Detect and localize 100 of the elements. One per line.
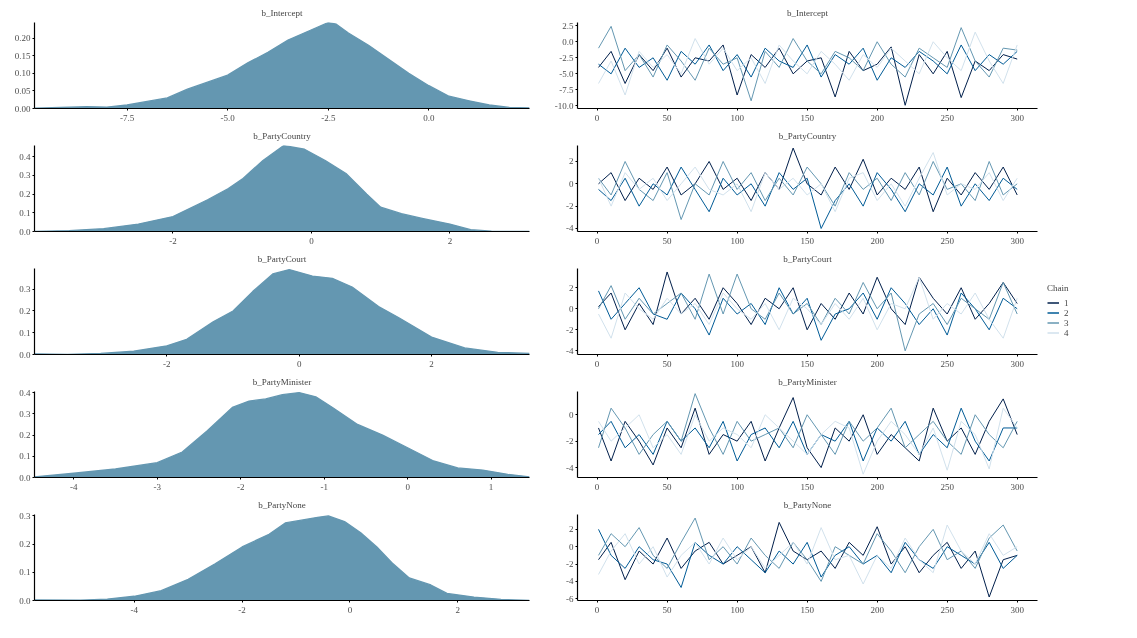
x-tick-label: 250: [940, 235, 955, 246]
x-tick-label: 250: [940, 358, 955, 369]
x-tick-label: 50: [662, 481, 673, 492]
x-tick-label: -7.5: [119, 112, 135, 123]
chart-title: b_PartyCountry: [778, 130, 837, 141]
y-tick-label: 0.1: [19, 207, 31, 218]
x-tick-label: 100: [730, 481, 745, 492]
y-tick-label: 0.1: [19, 327, 31, 338]
x-tick-label: 300: [1010, 358, 1025, 369]
y-tick-label: -2: [566, 324, 574, 335]
y-tick-label: -4: [566, 462, 574, 473]
y-tick-label: -2.5: [559, 52, 574, 63]
chart-title: b_PartyMinister: [252, 376, 312, 387]
y-tick-label: 0.20: [14, 33, 31, 44]
chart-title: b_PartyNone: [258, 499, 306, 510]
y-tick-label: 0.1: [19, 451, 31, 462]
y-tick-label: 0.2: [19, 305, 31, 316]
y-tick-label: -10.0: [554, 100, 574, 111]
x-tick-label: 0: [594, 481, 600, 492]
legend-label: 3: [1064, 317, 1070, 327]
y-tick-label: 0: [569, 303, 574, 314]
x-tick-label: 250: [940, 112, 955, 123]
chart-title: b_Intercept: [787, 7, 829, 18]
y-tick-label: 2: [569, 282, 574, 293]
x-tick-label: 1: [488, 481, 494, 492]
chart-title: b_Intercept: [261, 7, 303, 18]
x-tick-label: -3: [153, 481, 162, 492]
x-tick-label: 0.0: [423, 112, 436, 123]
chart-title: b_PartyCountry: [253, 130, 312, 141]
y-tick-label: 2.5: [562, 20, 574, 31]
x-tick-label: -2: [169, 235, 177, 246]
y-tick-label: 0.1: [19, 567, 31, 578]
x-tick-label: -4: [130, 604, 139, 615]
x-tick-label: 50: [662, 235, 673, 246]
x-tick-label: 0: [296, 358, 302, 369]
y-tick-label: 0.10: [14, 68, 31, 79]
x-tick-label: 100: [730, 604, 745, 615]
x-tick-label: 2: [429, 358, 434, 369]
legend-label: 1: [1064, 297, 1070, 307]
y-tick-label: 0.15: [14, 50, 31, 61]
y-tick-label: 0.3: [19, 170, 31, 181]
y-tick-label: 0.2: [19, 189, 31, 200]
x-tick-label: 2: [455, 604, 461, 615]
x-tick-label: 300: [1010, 481, 1025, 492]
x-tick-label: 50: [662, 358, 673, 369]
y-tick-label: -2: [566, 201, 574, 212]
y-tick-label: 0.0: [562, 36, 574, 47]
x-tick-label: -4: [69, 481, 78, 492]
x-tick-label: 150: [800, 112, 815, 123]
y-tick-label: 2: [569, 524, 574, 535]
x-tick-label: 300: [1010, 604, 1025, 615]
x-tick-label: 0: [405, 481, 411, 492]
x-tick-label: -5.0: [220, 112, 236, 123]
y-tick-label: 0.4: [19, 387, 31, 398]
x-tick-label: 50: [662, 112, 673, 123]
x-tick-label: 100: [730, 235, 745, 246]
x-tick-label: 2: [447, 235, 453, 246]
y-tick-label: -4: [566, 345, 574, 356]
x-tick-label: 50: [662, 604, 673, 615]
x-tick-label: -2: [238, 604, 246, 615]
x-tick-label: 100: [730, 358, 745, 369]
y-tick-label: -6: [566, 593, 574, 604]
x-tick-label: -2: [163, 358, 171, 369]
x-tick-label: 200: [870, 604, 885, 615]
y-tick-label: 0.3: [19, 408, 31, 419]
legend-label: 4: [1064, 327, 1070, 337]
legend-title: Chain: [1047, 282, 1070, 292]
y-tick-label: -2: [566, 436, 574, 447]
chart-title: b_PartyMinister: [778, 376, 837, 387]
x-tick-label: 0: [309, 235, 315, 246]
y-tick-label: 0.0: [19, 349, 31, 360]
y-tick-label: -4: [566, 576, 574, 587]
y-tick-label: 0: [569, 541, 574, 552]
x-tick-label: 200: [870, 112, 885, 123]
x-tick-label: -2: [236, 481, 245, 492]
x-tick-label: 150: [800, 481, 815, 492]
y-tick-label: 0: [569, 178, 574, 189]
y-tick-label: 0.05: [14, 85, 31, 96]
x-tick-label: 250: [940, 604, 955, 615]
y-tick-label: 0.2: [19, 539, 31, 550]
x-tick-label: 100: [730, 112, 745, 123]
y-tick-label: 0.00: [14, 103, 31, 114]
y-tick-label: -7.5: [559, 84, 574, 95]
x-tick-label: 150: [800, 358, 815, 369]
y-tick-label: 0.0: [19, 595, 31, 606]
y-tick-label: -4: [566, 223, 574, 234]
x-tick-label: 300: [1010, 235, 1025, 246]
x-tick-label: 250: [940, 481, 955, 492]
x-tick-label: 0: [594, 235, 600, 246]
x-tick-label: 0: [594, 112, 600, 123]
x-tick-label: 300: [1010, 112, 1025, 123]
x-tick-label: 200: [870, 358, 885, 369]
x-tick-label: 0: [594, 604, 600, 615]
chart-title: b_PartyCourt: [783, 253, 833, 264]
x-tick-label: 150: [800, 235, 815, 246]
y-tick-label: 0.3: [19, 284, 31, 295]
x-tick-label: 200: [870, 481, 885, 492]
legend-label: 2: [1064, 307, 1070, 317]
y-tick-label: -5.0: [559, 68, 574, 79]
x-tick-label: 0: [347, 604, 353, 615]
